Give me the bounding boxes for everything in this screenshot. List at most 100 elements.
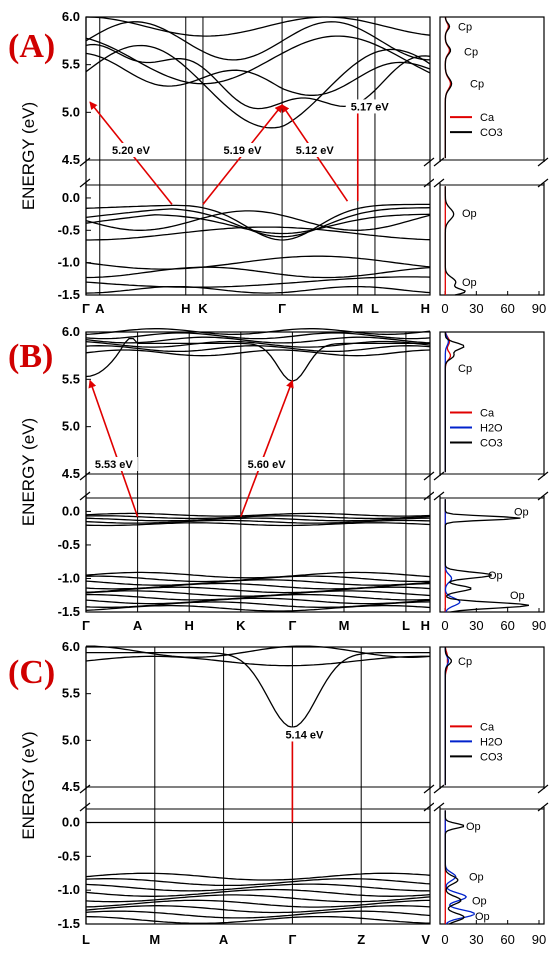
legend-label: H2O	[480, 422, 503, 434]
kpoint-label: K	[236, 618, 246, 633]
y-tick-label: 4.5	[62, 779, 80, 794]
y-axis-label: ENERGY (eV)	[19, 102, 38, 210]
valence-band	[86, 593, 431, 601]
break-mark	[433, 471, 445, 501]
y-tick-label: 6.0	[62, 9, 80, 24]
valence-band	[85, 522, 431, 527]
transition-label-bg	[89, 457, 138, 471]
break-mark	[79, 471, 91, 501]
dos-curve-co3	[444, 332, 529, 613]
kpoint-label: H	[185, 618, 194, 633]
break-mark	[423, 471, 435, 501]
y-tick-label: 5.0	[62, 732, 80, 747]
axis-break-gap	[78, 162, 438, 183]
valence-band	[85, 915, 431, 924]
transition-label-bg	[107, 143, 155, 157]
y-tick-label: -0.5	[58, 222, 80, 237]
valence-band	[85, 586, 431, 594]
transition-label: 5.60 eV	[248, 459, 287, 471]
conduction-band	[85, 44, 431, 129]
y-tick-label: -1.5	[58, 287, 80, 302]
valence-band	[85, 910, 431, 919]
kpoint-label: H	[181, 301, 190, 316]
conduction-band	[85, 43, 431, 110]
orbital-label: Cp	[470, 79, 484, 91]
kpoint-label: V	[421, 932, 430, 947]
transition-label-bg	[242, 457, 291, 471]
panel-label: (A)	[8, 28, 55, 65]
kpoint-label: A	[219, 932, 229, 947]
valence-band	[85, 515, 431, 520]
band-lines	[85, 16, 431, 294]
dos-break-gap	[434, 789, 550, 807]
orbital-label: Op	[488, 570, 503, 582]
legend-label: Ca	[480, 407, 495, 419]
legend-label: H2O	[480, 736, 503, 748]
y-tick-label: -1.0	[58, 570, 80, 585]
dos-frame	[439, 16, 545, 296]
transition-arrow	[88, 379, 139, 518]
dos-x-tick-label: 30	[469, 301, 483, 316]
valence-band	[85, 883, 431, 892]
orbital-label: Cp	[464, 46, 478, 58]
orbital-label: Cp	[458, 656, 472, 668]
panel-c: L M A Γ Z V 6.0 5.5 5.0 4.5 0.0 -0.5 -1.0 -1.5 ENERGY …	[8, 639, 550, 947]
conduction-band	[85, 349, 431, 357]
kpoint-label: K	[198, 301, 208, 316]
break-mark	[537, 784, 549, 812]
valence-band	[85, 512, 431, 517]
orbital-label: Op	[472, 895, 487, 907]
y-tick-label: -0.5	[58, 537, 80, 552]
y-tick-label: 4.5	[62, 466, 80, 481]
valence-band	[85, 276, 431, 288]
dos-x-tick-label: 30	[469, 932, 483, 947]
kpoint-label: Γ	[82, 618, 90, 633]
valence-band	[85, 899, 430, 908]
dos-x-tick-label: 90	[532, 301, 546, 316]
dos-curve-co3	[444, 16, 466, 296]
orbital-label: Op	[462, 208, 477, 220]
transition-label: 5.19 eV	[224, 145, 263, 157]
kpoint-label: Γ	[288, 618, 296, 633]
legend-label: Ca	[480, 112, 495, 124]
conduction-band	[85, 16, 431, 37]
valence-band	[85, 213, 431, 235]
conduction-band	[86, 645, 431, 658]
axis-break-gap	[78, 789, 438, 807]
break-mark	[537, 471, 549, 501]
dos-plot: 0 30 60 90 Ca CO3 Cp Cp Cp Op Op	[433, 16, 550, 316]
dos-frame	[439, 646, 545, 925]
orbital-label: Cp	[458, 22, 472, 34]
valence-band	[85, 519, 431, 524]
conduction-band	[85, 345, 431, 353]
kpoint-label: Z	[357, 932, 365, 947]
y-tick-label: 6.0	[62, 639, 80, 654]
orbital-label: Cp	[458, 363, 472, 375]
y-axis-label: ENERGY (eV)	[19, 418, 38, 526]
y-tick-label: 5.5	[62, 57, 80, 72]
valence-band	[85, 590, 431, 597]
dos-x-tick-label: 60	[500, 618, 514, 633]
panel-a: Γ A H K Γ M L H6.05.55.04.50.0-0.5-1.0-1.5ENERG…	[8, 9, 550, 316]
break-mark	[423, 784, 435, 812]
kpoint-label: Γ	[288, 932, 296, 947]
transition-label: 5.20 eV	[112, 145, 151, 157]
dos-break-gap	[434, 162, 550, 183]
break-mark	[79, 784, 91, 812]
y-tick-label: 4.5	[62, 152, 80, 167]
dos-x-tick-label: 0	[441, 618, 448, 633]
kpoint-label: A	[95, 301, 105, 316]
panel-label: (B)	[8, 338, 53, 375]
orbital-label: Op	[510, 590, 525, 602]
conduction-band	[86, 651, 430, 728]
valence-band	[85, 905, 431, 914]
dos-x-tick-label: 30	[469, 618, 483, 633]
conduction-band	[85, 336, 431, 344]
valence-band	[86, 226, 431, 241]
valence-band	[85, 210, 431, 231]
break-mark	[433, 784, 445, 812]
dos-x-tick-label: 90	[532, 932, 546, 947]
y-tick-label: 0.0	[62, 190, 80, 205]
valence-band	[85, 597, 431, 605]
